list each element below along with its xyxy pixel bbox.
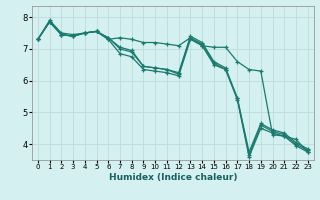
X-axis label: Humidex (Indice chaleur): Humidex (Indice chaleur) xyxy=(108,173,237,182)
